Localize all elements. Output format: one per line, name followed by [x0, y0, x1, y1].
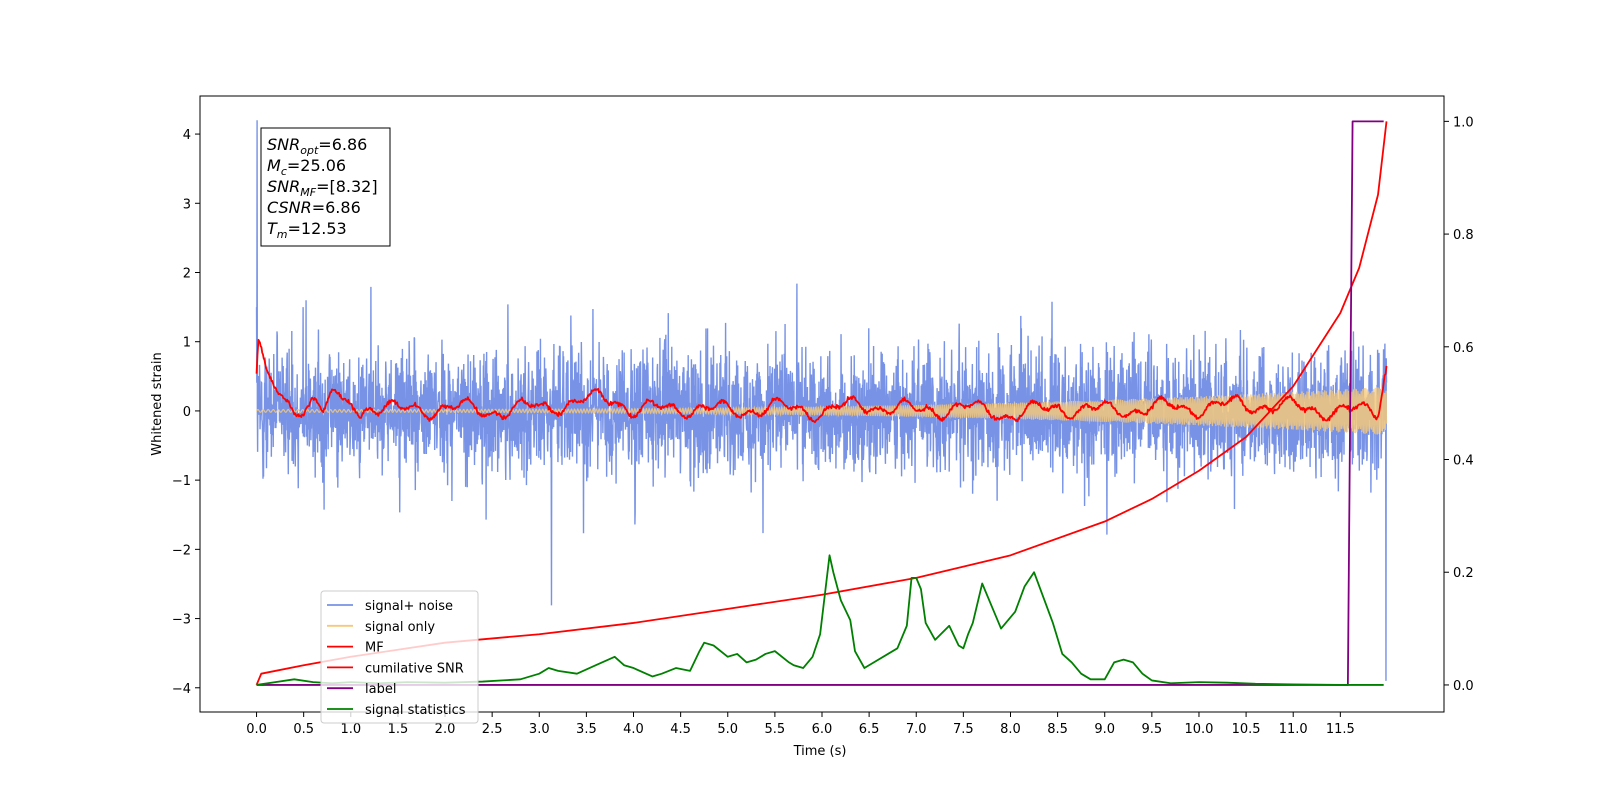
annotation-line: CSNR=6.86 [267, 198, 361, 217]
x-tick-label: 0.0 [246, 722, 267, 737]
legend-entry: label [365, 682, 396, 697]
series-signal-only-line [256, 387, 1388, 435]
legend-frame [320, 590, 479, 724]
x-tick-label: 9.5 [1142, 722, 1163, 737]
y2-tick-label: 0.4 [1453, 454, 1474, 469]
x-tick-label: 7.5 [953, 722, 974, 737]
x-tick-label: 6.0 [812, 722, 833, 737]
y2-tick-label: 0.0 [1453, 679, 1474, 694]
legend-entry: signal+ noise [365, 599, 453, 614]
x-tick-label: 9.0 [1094, 722, 1115, 737]
x-tick-label: 11.5 [1326, 722, 1355, 737]
y-tick-label: −2 [172, 543, 191, 558]
legend-entry: signal only [365, 620, 435, 635]
x-tick-label: 3.5 [576, 722, 597, 737]
y-tick-label: 2 [183, 266, 191, 281]
series-label-line [256, 120, 1384, 686]
annotation-box: SNRopt=6.86Mc=25.06SNRMF=[8.32]CSNR=6.86… [260, 127, 391, 247]
x-tick-label: 7.0 [906, 722, 927, 737]
x-tick-label: 8.0 [1000, 722, 1021, 737]
annotation-line: SNRMF=[8.32] [267, 177, 378, 199]
y2-tick-label: 0.2 [1453, 566, 1474, 581]
x-tick-label: 1.5 [388, 722, 409, 737]
x-tick-label: 5.5 [765, 722, 786, 737]
y-tick-label: 4 [183, 128, 191, 143]
annotation-line: SNRopt=6.86 [267, 135, 367, 157]
y-tick-label: −4 [172, 682, 191, 697]
x-tick-label: 3.0 [529, 722, 550, 737]
legend-entry: signal statistics [365, 703, 466, 718]
x-tick-label: 10.0 [1184, 722, 1213, 737]
x-tick-label: 6.5 [859, 722, 880, 737]
x-tick-label: 0.5 [293, 722, 314, 737]
x-tick-label: 10.5 [1232, 722, 1261, 737]
x-tick-label: 4.0 [623, 722, 644, 737]
annotation-line: Tm=12.53 [267, 219, 347, 241]
x-axis-ticks: 0.0 0.5 1.0 1.5 2.0 2.5 3.0 3.5 4.0 4.5 5.0 5.5 6.0 6… [246, 712, 1355, 737]
legend-entry: MF [365, 641, 384, 656]
legend: signal+ noise signal only MF cumilative SNR… [320, 590, 479, 724]
y-tick-label: 3 [183, 197, 191, 212]
y2-tick-label: 0.6 [1453, 341, 1474, 356]
y-tick-label: 1 [183, 336, 191, 351]
x-tick-label: 8.5 [1047, 722, 1068, 737]
y2-tick-label: 1.0 [1453, 115, 1474, 130]
legend-entry: cumilative SNR [365, 661, 464, 676]
x-tick-label: 2.5 [482, 722, 503, 737]
x-tick-label: 4.5 [670, 722, 691, 737]
series-mf-line [255, 338, 1388, 424]
y2-tick-label: 0.8 [1453, 228, 1474, 243]
x-tick-label: 2.0 [435, 722, 456, 737]
x-tick-label: 1.0 [340, 722, 361, 737]
x-tick-label: 5.0 [717, 722, 738, 737]
annotation-line: Mc=25.06 [267, 156, 346, 178]
y-axis-label: Whitened strain [150, 352, 165, 455]
y-tick-label: −1 [172, 474, 191, 489]
x-tick-label: 11.0 [1279, 722, 1308, 737]
y-tick-label: −3 [172, 613, 191, 628]
y2-axis-ticks: 1.0 0.8 0.6 0.4 0.2 0.0 [1444, 115, 1474, 694]
y-tick-label: 0 [183, 405, 191, 420]
series-signal-statistics-line [256, 554, 1384, 686]
annotation-frame [260, 127, 391, 247]
y-axis-ticks: 4 3 2 1 0 −1 −2 −3 −4 [172, 128, 200, 697]
x-axis-label: Time (s) [793, 744, 847, 759]
